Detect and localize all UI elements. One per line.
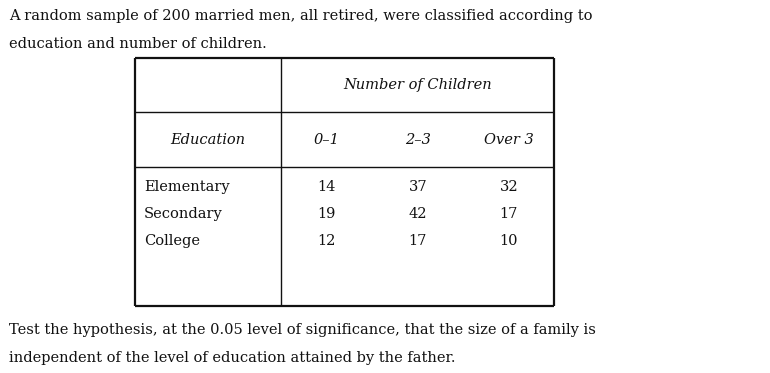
Text: Test the hypothesis, at the 0.05 level of significance, that the size of a famil: Test the hypothesis, at the 0.05 level o… — [9, 323, 596, 337]
Text: Number of Children: Number of Children — [343, 78, 492, 92]
Text: 37: 37 — [408, 181, 427, 194]
Text: education and number of children.: education and number of children. — [9, 37, 267, 51]
Text: Elementary: Elementary — [144, 181, 229, 194]
Text: Education: Education — [170, 133, 246, 147]
Text: Over 3: Over 3 — [484, 133, 534, 147]
Text: 2–3: 2–3 — [405, 133, 430, 147]
Text: College: College — [144, 234, 200, 248]
Text: 10: 10 — [500, 234, 518, 248]
Text: A random sample of 200 married men, all retired, were classified according to: A random sample of 200 married men, all … — [9, 9, 593, 23]
Text: 32: 32 — [500, 181, 518, 194]
Text: Secondary: Secondary — [144, 207, 223, 221]
Text: 12: 12 — [317, 234, 336, 248]
Text: 19: 19 — [317, 207, 336, 221]
Text: independent of the level of education attained by the father.: independent of the level of education at… — [9, 351, 456, 365]
Text: 0–1: 0–1 — [313, 133, 340, 147]
Text: 17: 17 — [500, 207, 518, 221]
Text: 42: 42 — [408, 207, 427, 221]
Text: 17: 17 — [409, 234, 427, 248]
Text: 14: 14 — [317, 181, 336, 194]
